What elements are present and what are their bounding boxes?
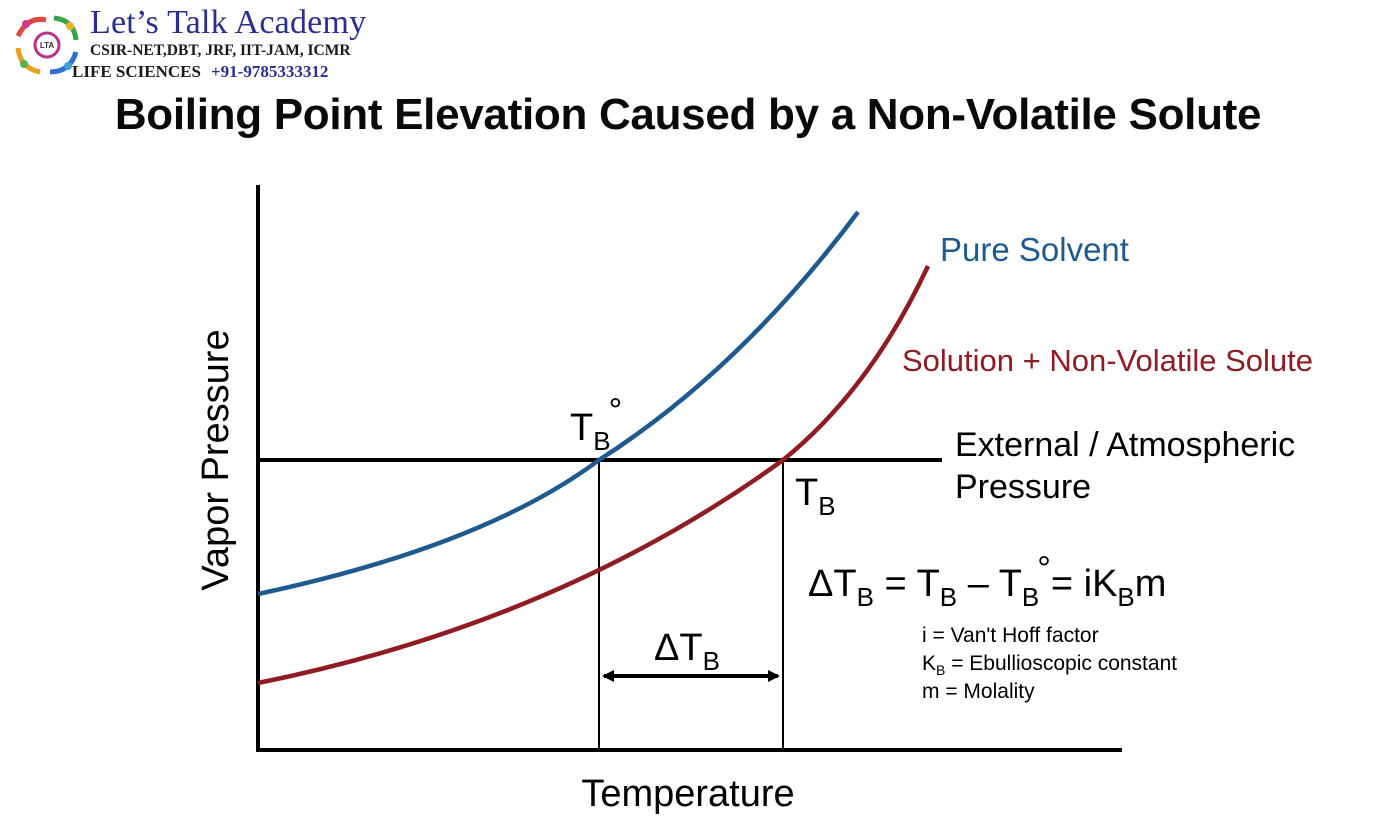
tb-label: TB	[795, 472, 836, 521]
delta-main: ΔT	[654, 627, 703, 669]
academy-emblem-icon: LTA	[15, 15, 79, 75]
eq-sub4: B	[1117, 582, 1134, 612]
tb0-label: TB°	[570, 392, 622, 456]
legend-k-rest: = Ebullioscopic constant	[945, 652, 1177, 675]
pressure-label-line1: External / Atmospheric	[955, 426, 1295, 464]
solution-curve	[257, 265, 931, 686]
legend-k-sub: B	[936, 662, 945, 678]
tb-main: T	[795, 472, 818, 514]
tb0-main: T	[570, 407, 593, 449]
eq-part4: = iK	[1051, 563, 1118, 605]
solution-label: Solution + Non-Volatile Solute	[902, 343, 1313, 378]
legend-k-main: K	[922, 652, 936, 675]
eq-sub1: B	[857, 582, 874, 612]
delta-tb-label: ΔTB	[654, 627, 720, 676]
legend-k: KB = Ebullioscopic constant	[922, 652, 1177, 678]
delta-sub: B	[703, 646, 720, 676]
boiling-point-equation: ΔTB = TB – TB°= iKBm	[808, 550, 1166, 612]
tb0-degree: °	[609, 392, 623, 430]
legend-i: i = Van't Hoff factor	[922, 624, 1099, 647]
eq-degree: °	[1037, 550, 1051, 588]
academy-phone: +91-9785333312	[210, 62, 329, 81]
tb0-sub: B	[593, 426, 610, 456]
y-axis-label: Vapor Pressure	[195, 329, 237, 590]
eq-part2: = T	[874, 563, 940, 605]
eq-part3: – T	[957, 563, 1022, 605]
pure-solvent-label: Pure Solvent	[940, 231, 1129, 268]
pure-solvent-curve	[257, 210, 860, 597]
legend-m: m = Molality	[922, 680, 1035, 703]
academy-subject-line: LIFE SCIENCES +91-9785333312	[72, 62, 328, 82]
eq-sub3: B	[1022, 582, 1039, 612]
eq-part5: m	[1135, 563, 1167, 605]
pressure-label-line2: Pressure	[955, 468, 1091, 506]
eq-sub2: B	[940, 582, 957, 612]
academy-logo: LTA Let’s Talk Academy CSIR-NET,DBT, JRF…	[8, 4, 418, 86]
tb-sub: B	[818, 491, 835, 521]
academy-subject: LIFE SCIENCES	[72, 62, 201, 81]
page-title: Boiling Point Elevation Caused by a Non-…	[114, 90, 1262, 139]
academy-name: Let’s Talk Academy	[90, 4, 367, 41]
eq-part1: ΔT	[808, 563, 857, 605]
emblem-text: LTA	[40, 41, 55, 50]
x-axis-label: Temperature	[581, 773, 794, 815]
academy-exams: CSIR-NET,DBT, JRF, IIT-JAM, ICMR	[90, 42, 351, 59]
